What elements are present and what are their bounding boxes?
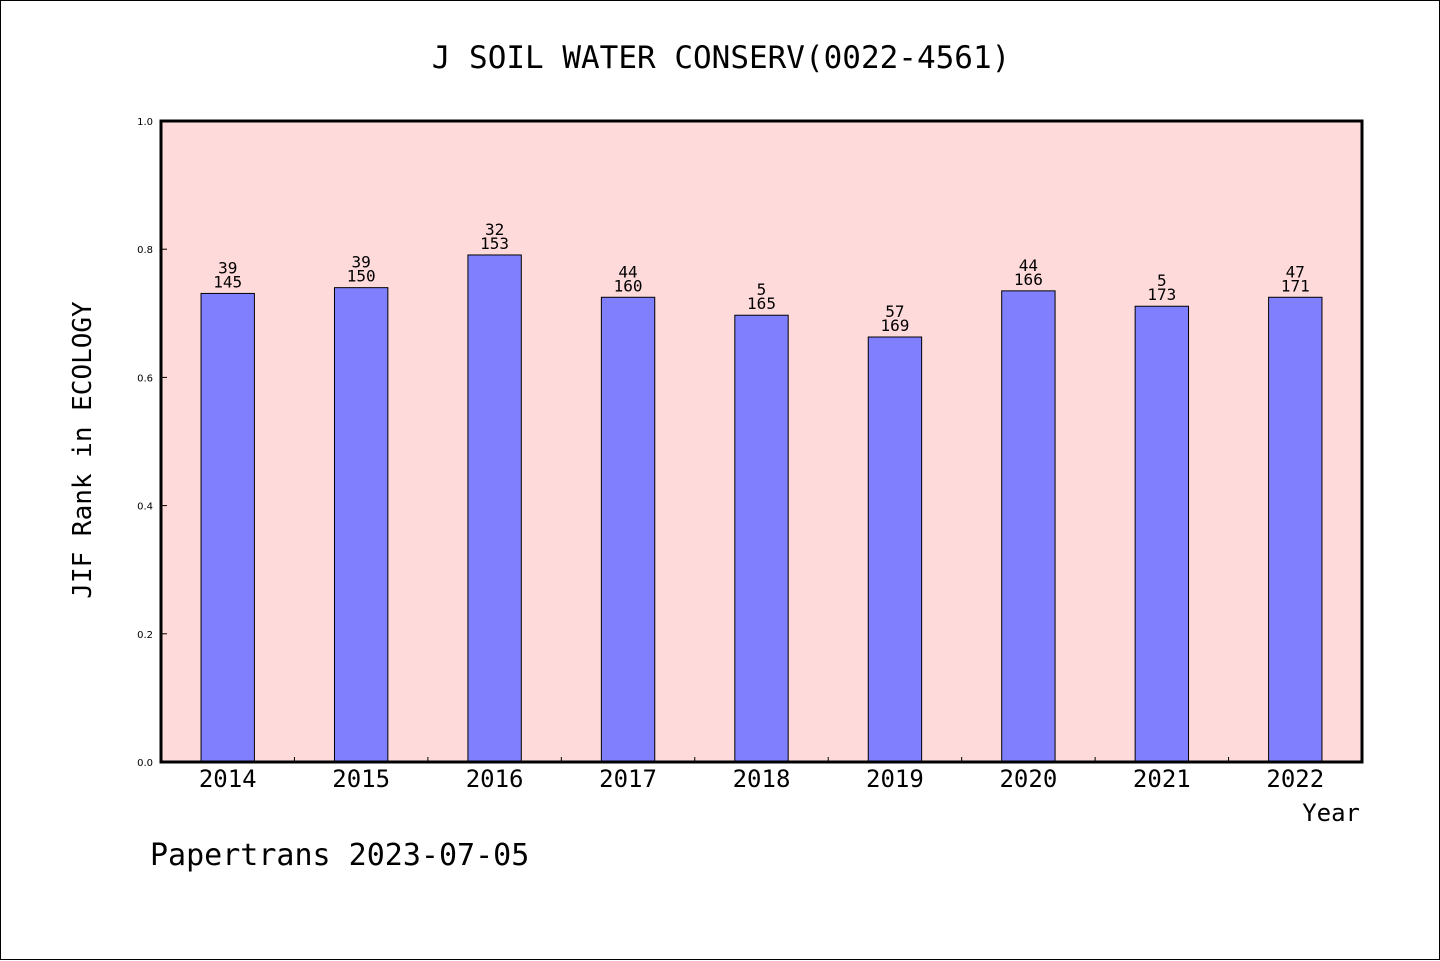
- bar-rank-label: 5: [757, 280, 767, 299]
- x-tick-label: 2018: [733, 765, 791, 793]
- bar-rank-label: 57: [885, 302, 904, 321]
- bar: [734, 314, 789, 763]
- x-axis: 2014 2015 2016 2017 2018 2019 2020 2021 2022: [199, 757, 1324, 793]
- bar: [1134, 305, 1190, 763]
- y-tick-label: 1.0: [137, 117, 153, 128]
- bar-total-label: 145: [213, 272, 242, 291]
- x-tick-label: 2017: [599, 765, 657, 793]
- x-tick-label: 2014: [199, 765, 257, 793]
- bar: [600, 296, 656, 763]
- x-tick-label: 2016: [466, 765, 524, 793]
- x-axis-title: Year: [1302, 799, 1360, 827]
- bar-total-label: 165: [747, 294, 776, 313]
- bar-total-label: 166: [1014, 270, 1043, 289]
- x-tick-label: 2015: [332, 765, 390, 793]
- bar-total-label: 150: [347, 267, 376, 286]
- bar-total-label: 169: [880, 316, 909, 335]
- bar: [1268, 296, 1323, 763]
- y-tick-label: 0.0: [137, 758, 153, 769]
- bar-rank-label: 39: [352, 253, 371, 272]
- bar: [867, 336, 923, 763]
- x-tick-label: 2020: [999, 765, 1057, 793]
- x-tick-label: 2021: [1133, 765, 1191, 793]
- plot-border: [159, 119, 1364, 764]
- y-tick-label: 0.8: [137, 245, 153, 256]
- y-tick-label: 0.4: [137, 502, 153, 513]
- bar: [333, 287, 389, 763]
- x-tick-label: 2019: [866, 765, 924, 793]
- bar-total-label: 173: [1147, 285, 1176, 304]
- bar-rank-label: 44: [1019, 256, 1038, 275]
- bar-rank-label: 47: [1286, 262, 1305, 281]
- bar-rank-label: 44: [618, 262, 637, 281]
- bar-total-label: 153: [480, 234, 509, 253]
- bar-rank-label: 5: [1157, 271, 1167, 290]
- bar-rank-label: 39: [218, 258, 237, 277]
- bar-rank-label: 32: [485, 220, 504, 239]
- bars: [200, 254, 1323, 763]
- x-tick-label: 2022: [1266, 765, 1324, 793]
- bar: [200, 292, 255, 763]
- footer-text: Papertrans 2023-07-05: [150, 838, 529, 873]
- bar: [467, 254, 522, 763]
- y-tick-label: 0.6: [137, 373, 153, 384]
- bar-total-label: 171: [1281, 276, 1310, 295]
- y-axis-title: JIF Rank in ECOLOGY: [68, 301, 98, 599]
- chart-title: J SOIL WATER CONSERV(0022-4561): [432, 40, 1011, 76]
- bar-total-label: 160: [614, 276, 643, 295]
- bar: [1001, 290, 1056, 763]
- y-tick-label: 0.2: [137, 630, 153, 641]
